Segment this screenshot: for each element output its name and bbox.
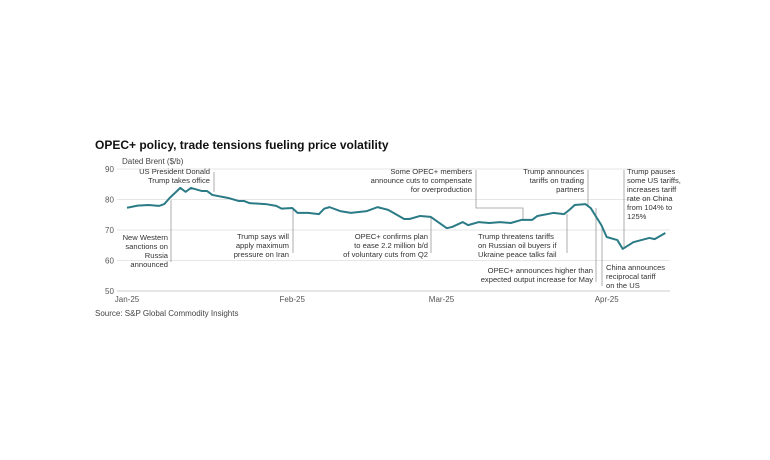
y-tick-label: 90: [105, 165, 114, 174]
annotation-china-reciprocal: China announces reciprocal tariff on the…: [606, 263, 666, 290]
x-tick-label: Jan-25: [115, 295, 140, 304]
x-tick-label: Feb-25: [280, 295, 306, 304]
annotation-russian-oil-tariffs: Trump threatens tariffs on Russian oil b…: [478, 232, 557, 259]
y-tick-label: 60: [105, 257, 114, 266]
y-tick-label: 70: [105, 226, 114, 235]
y-tick-label: 50: [105, 287, 114, 296]
annotation-trump-office: US President Donald Trump takes office: [139, 167, 210, 185]
x-tick-label: Apr-25: [595, 295, 620, 304]
annotation-opec-confirms: OPEC+ confirms plan to ease 2.2 million …: [343, 232, 428, 259]
y-axis-label: Dated Brent ($/b): [122, 157, 184, 166]
annotation-sanctions-russia: New Western sanctions on Russia announce…: [122, 233, 168, 269]
series-line-dated-brent: [126, 186, 666, 250]
annotation-pressure-iran: Trump says will apply maximum pressure o…: [233, 232, 289, 259]
annotation-leader-line: [475, 170, 524, 220]
y-tick-label: 80: [105, 196, 114, 205]
annotation-opec-cuts: Some OPEC+ members announce cuts to comp…: [370, 167, 472, 194]
annotation-opec-output-may: OPEC+ announces higher than expected out…: [480, 266, 593, 284]
chart-title: OPEC+ policy, trade tensions fueling pri…: [95, 138, 389, 152]
annotation-trump-pauses: Trump pauses some US tariffs, increases …: [627, 167, 681, 221]
x-tick-label: Mar-25: [429, 295, 455, 304]
annotation-trading-partner-tariffs: Trump announces tariffs on trading partn…: [523, 167, 584, 194]
source-note: Source: S&P Global Commodity Insights: [95, 309, 239, 318]
